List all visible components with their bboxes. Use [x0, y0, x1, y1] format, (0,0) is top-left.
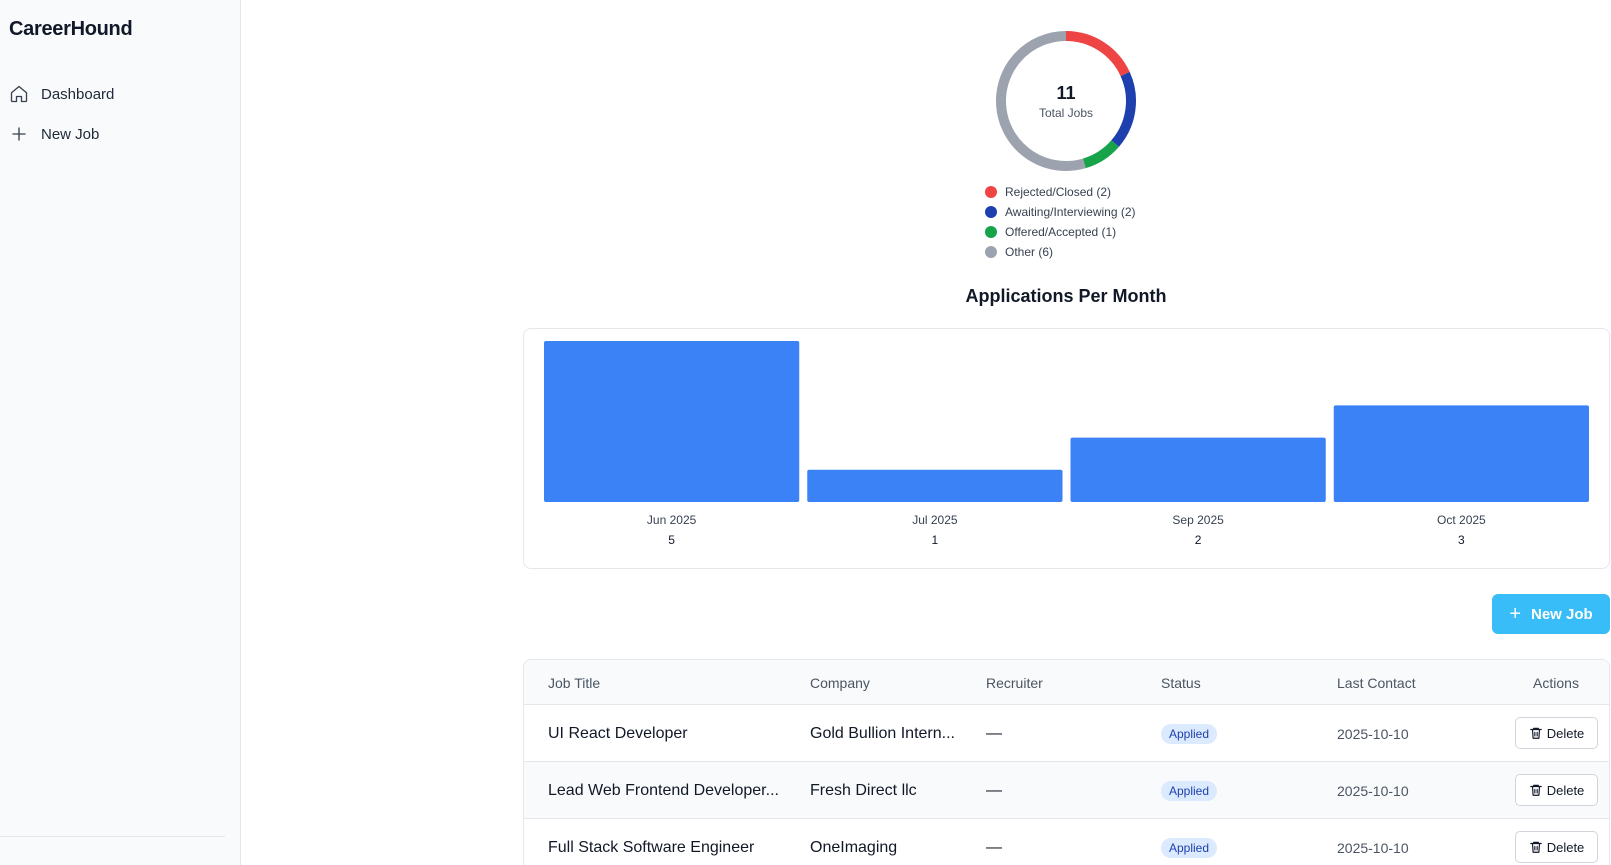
- delete-label: Delete: [1546, 839, 1585, 855]
- plus-icon: +: [1509, 603, 1521, 625]
- new-job-button[interactable]: + New Job: [1492, 594, 1610, 634]
- sidebar-item-label: Dashboard: [41, 85, 115, 103]
- company-cell: OneImaging: [810, 838, 898, 856]
- status-badge: Applied: [1161, 723, 1218, 744]
- total-jobs-label: Total Jobs: [1038, 106, 1094, 120]
- column-header-company[interactable]: Company: [810, 674, 870, 691]
- status-donut-chart: [996, 31, 1136, 171]
- legend-dot: [985, 186, 997, 198]
- plus-icon: [9, 124, 29, 144]
- donut-center: 11 Total Jobs: [995, 30, 1137, 172]
- sidebar: CareerHound Dashboard New Job: [0, 0, 241, 865]
- new-job-label: New Job: [1531, 605, 1593, 623]
- jobs-table: Job Title Company Recruiter Status Last …: [523, 659, 1610, 865]
- status-cell: Applied: [1161, 762, 1311, 819]
- bar-value-label: 1: [932, 533, 939, 547]
- column-header-job-title[interactable]: Job Title: [548, 674, 601, 691]
- donut-segment-rejected: [1065, 31, 1130, 77]
- legend-label: Awaiting/Interviewing (2): [1005, 205, 1136, 219]
- legend-label: Rejected/Closed (2): [1005, 185, 1112, 199]
- column-header-actions: Actions: [1533, 674, 1579, 691]
- column-header-status[interactable]: Status: [1161, 674, 1201, 691]
- company-cell: Fresh Direct llc: [810, 781, 917, 799]
- status-badge: Applied: [1161, 780, 1218, 801]
- recruiter-cell: —: [986, 724, 1002, 742]
- x-tick-label: Sep 2025: [1172, 513, 1224, 527]
- legend-item-other: Other (6): [985, 242, 1136, 262]
- sidebar-item-new-job[interactable]: New Job: [9, 119, 99, 149]
- recruiter-cell: —: [986, 781, 1002, 799]
- bar-value-label: 2: [1195, 533, 1202, 547]
- status-legend: Rejected/Closed (2) Awaiting/Interviewin…: [985, 182, 1136, 262]
- job-title-cell[interactable]: Full Stack Software Engineer: [548, 838, 755, 856]
- table-row[interactable]: Full Stack Software Engineer OneImaging …: [524, 819, 1609, 865]
- home-icon: [9, 84, 29, 104]
- donut-segment-awaiting: [1111, 71, 1136, 147]
- recruiter-cell: —: [986, 838, 1002, 856]
- company-cell: Gold Bullion Intern...: [810, 724, 955, 742]
- delete-button[interactable]: Delete: [1515, 774, 1598, 806]
- sidebar-item-dashboard[interactable]: Dashboard: [9, 79, 114, 109]
- trash-icon: [1529, 783, 1543, 797]
- total-jobs-count: 11: [1056, 83, 1076, 103]
- legend-dot: [985, 206, 997, 218]
- bar-jul-2025[interactable]: [807, 469, 1063, 502]
- table-header: Job Title Company Recruiter Status Last …: [524, 660, 1609, 705]
- legend-item-rejected: Rejected/Closed (2): [985, 182, 1136, 202]
- legend-item-offered: Offered/Accepted (1): [985, 222, 1136, 242]
- bar-jun-2025[interactable]: [544, 341, 800, 502]
- delete-button[interactable]: Delete: [1515, 831, 1598, 863]
- table-row[interactable]: Lead Web Frontend Developer... Fresh Dir…: [524, 762, 1609, 819]
- sidebar-item-label: New Job: [41, 125, 100, 143]
- chart-title: Applications Per Month: [965, 286, 1167, 306]
- x-tick-label: Oct 2025: [1437, 513, 1486, 527]
- applications-chart-card: Jun 2025 5 Jul 2025 1 Sep 2025 2 Oct 2025 3: [523, 328, 1610, 569]
- table-row[interactable]: UI React Developer Gold Bullion Intern..…: [524, 705, 1609, 762]
- column-header-recruiter[interactable]: Recruiter: [986, 674, 1043, 691]
- bar-value-label: 5: [668, 533, 675, 547]
- delete-label: Delete: [1546, 782, 1585, 798]
- sidebar-divider: [0, 836, 225, 837]
- trash-icon: [1529, 726, 1543, 740]
- column-header-last-contact[interactable]: Last Contact: [1337, 674, 1416, 691]
- bar-oct-2025[interactable]: [1333, 405, 1589, 502]
- legend-label: Offered/Accepted (1): [1005, 225, 1117, 239]
- job-title-cell[interactable]: Lead Web Frontend Developer...: [548, 781, 779, 799]
- status-cell: Applied: [1161, 705, 1311, 762]
- x-tick-label: Jun 2025: [647, 513, 697, 527]
- delete-label: Delete: [1546, 725, 1585, 741]
- legend-dot: [985, 246, 997, 258]
- legend-label: Other (6): [1005, 245, 1054, 259]
- job-title-cell[interactable]: UI React Developer: [548, 724, 688, 742]
- last-contact-cell: 2025-10-10: [1337, 725, 1409, 742]
- bar-sep-2025[interactable]: [1070, 437, 1326, 502]
- bar-value-label: 3: [1458, 533, 1465, 547]
- legend-item-awaiting: Awaiting/Interviewing (2): [985, 202, 1136, 222]
- delete-button[interactable]: Delete: [1515, 717, 1598, 749]
- applications-bar-chart: Jun 2025 5 Jul 2025 1 Sep 2025 2 Oct 2025 3: [544, 341, 1589, 547]
- donut-segment-other: [996, 31, 1086, 171]
- status-cell: Applied: [1161, 819, 1311, 865]
- status-badge: Applied: [1161, 837, 1218, 858]
- trash-icon: [1529, 840, 1543, 854]
- donut-segment-offered: [1082, 140, 1119, 169]
- last-contact-cell: 2025-10-10: [1337, 839, 1409, 856]
- last-contact-cell: 2025-10-10: [1337, 782, 1409, 799]
- legend-dot: [985, 226, 997, 238]
- app-logo[interactable]: CareerHound: [9, 18, 133, 40]
- x-tick-label: Jul 2025: [912, 513, 958, 527]
